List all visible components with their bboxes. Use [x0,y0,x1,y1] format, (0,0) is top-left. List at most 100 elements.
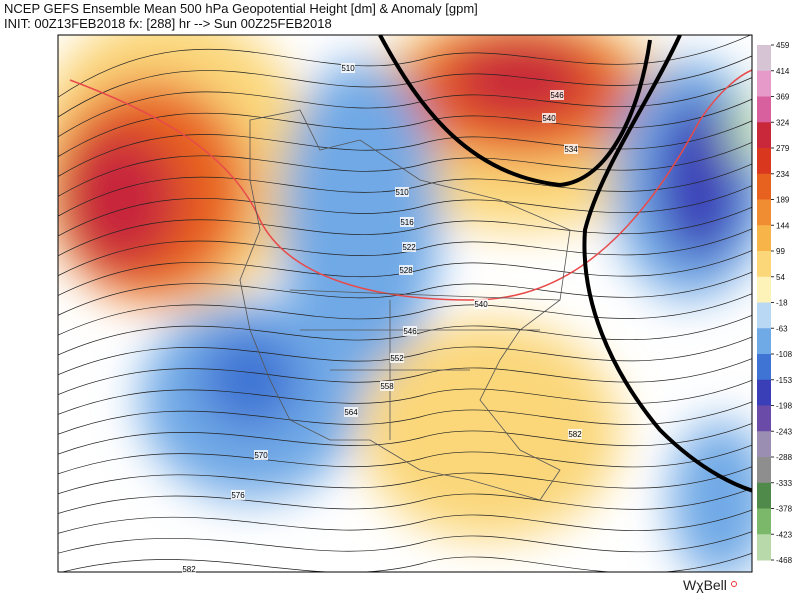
contour-label: 540 [474,300,488,309]
contour-label: 522 [402,243,416,252]
colorbar-label: 324 [776,118,790,127]
contour-label-bg [344,407,358,417]
height-contour [60,552,752,572]
height-contour [58,423,752,455]
colorbar-segment [757,45,771,72]
contour-label-bg [474,299,488,309]
contour-label-bg [182,564,196,574]
colorbar-segment [757,354,771,381]
colorbar-label: -18 [776,299,788,308]
logo: WχBell [683,577,727,593]
colorbar-segment [757,508,771,535]
contour-label: 516 [400,218,414,227]
height-contour [58,487,752,515]
colorbar-segment [757,379,771,406]
colorbar-label: -243 [776,427,793,436]
contour-label: 582 [568,430,582,439]
contour-label: 564 [344,408,358,417]
contour-label-bg [564,144,578,154]
anomaly-field [58,35,752,572]
height-contour [58,358,752,396]
colorbar-label: -468 [776,556,793,565]
colorbar-label: 99 [776,247,785,256]
colorbar-segment [757,405,771,432]
colorbar-label: 459 [776,41,790,50]
contour-label-bg [341,63,355,73]
map-frame [57,34,753,573]
logo-dot [731,581,737,587]
contour-label: 510 [395,188,409,197]
contour-label-bg [254,450,268,460]
colorbar-segment [757,457,771,484]
colorbar-label: 189 [776,196,790,205]
contour-label-bg [395,187,409,197]
colorbar-segment [757,251,771,278]
colorbar-segment [757,199,771,226]
contour-label: 582 [182,565,196,574]
colorbar-segment [757,122,771,149]
height-contour [58,314,752,356]
colorbar-label: 234 [776,170,790,179]
height-contour [58,141,752,197]
colorbar-label: 369 [776,93,790,102]
colorbar-segment [757,96,771,123]
height-contour [58,444,752,475]
height-contour [58,163,752,217]
contour-label: 552 [390,354,404,363]
height-contour [58,98,752,158]
height-contour [58,531,752,554]
colorbar-segment [757,70,771,97]
contour-label-bg [390,353,404,363]
contour-label-bg [403,326,417,336]
contour-label-bg [380,381,394,391]
height-contour [58,401,752,435]
colorbar-label: -153 [776,376,793,385]
colorbar-label: 144 [776,221,790,230]
contour-label-bg [550,90,564,100]
colorbar-segment [757,173,771,200]
height-contour [58,120,752,178]
colorbar-segment [757,328,771,355]
contour-label: 576 [231,491,245,500]
colorbar-segment [757,431,771,458]
title: NCEP GEFS Ensemble Mean 500 hPa Geopoten… [4,1,478,16]
contour-label: 558 [380,382,394,391]
contour-label: 546 [550,91,564,100]
colorbar-segment [757,482,771,509]
colorbar-segment [757,302,771,329]
colorbar-label: -333 [776,479,793,488]
contour-label: 570 [254,451,268,460]
contour-label-bg [568,429,582,439]
height-contour [58,379,752,415]
colorbar-label: -198 [776,402,793,411]
height-contour [58,206,752,257]
height-contour [58,185,752,237]
colorbar-segment [757,225,771,252]
height-contour [58,466,752,495]
contour-label: 546 [403,327,417,336]
colorbar-segment [757,534,771,561]
colorbar-label: 414 [776,67,790,76]
contour-label-bg [402,242,416,252]
colorbar-label: -108 [776,350,793,359]
colorbar-segment [757,276,771,303]
height-contour [58,35,752,98]
contour-label-bg [542,113,556,123]
contour-label: 534 [564,145,578,154]
height-contour [58,228,752,277]
height-contour [58,336,752,376]
subtitle: INIT: 00Z13FEB2018 fx: [288] hr --> Sun … [4,16,332,31]
contour-label: 540 [542,114,556,123]
colorbar-segment [757,148,771,175]
colorbar-label: -63 [776,324,788,333]
height-contour [58,293,752,336]
contour-label-bg [400,217,414,227]
colorbar-label: -288 [776,453,793,462]
contour-label-bg [231,490,245,500]
colorbar-label: 279 [776,144,790,153]
height-contour [58,250,752,297]
colorbar-label: 54 [776,273,785,282]
contour-label: 510 [341,64,355,73]
height-contour [58,271,752,316]
